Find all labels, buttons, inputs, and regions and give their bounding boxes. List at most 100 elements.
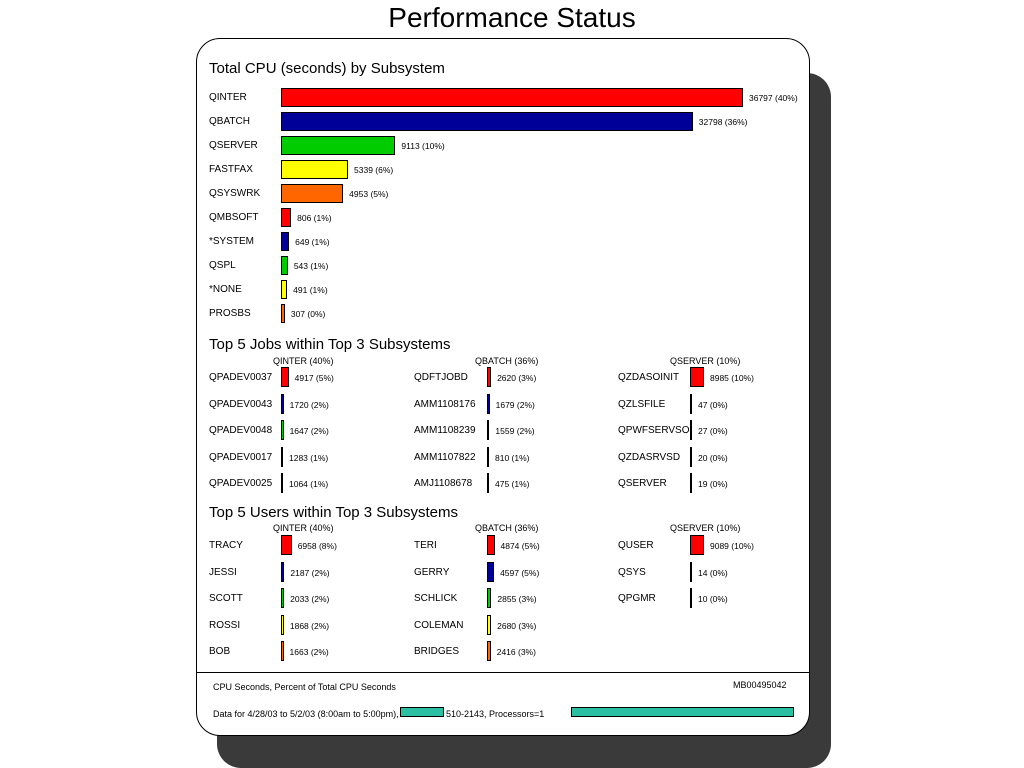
bar [487, 367, 492, 387]
footer-divider [196, 672, 809, 673]
data-label: 1720 (2%) [289, 399, 329, 410]
data-label: 475 (1%) [495, 479, 530, 489]
data-label: 810 (1%) [495, 452, 530, 463]
data-label: 19 (0%) [698, 479, 728, 489]
group-header: QSERVER (10%) [670, 356, 741, 366]
footer-note: CPU Seconds, Percent of Total CPU Second… [213, 682, 396, 692]
category-label: QZDASRVSD [618, 451, 681, 463]
redaction-block [571, 707, 794, 717]
bar [487, 561, 495, 582]
bar [281, 367, 289, 387]
data-label: 4953 (5%) [349, 189, 389, 199]
group-header: QBATCH (36%) [475, 356, 539, 366]
redaction-block [400, 707, 444, 717]
category-label: TRACY [209, 540, 243, 551]
data-label: 1559 (2%) [495, 426, 535, 436]
category-label: QINTER [209, 92, 247, 103]
bar [487, 420, 490, 440]
category-label: COLEMAN [414, 619, 464, 631]
bar [281, 535, 292, 555]
category-label: ROSSI [209, 619, 241, 631]
category-label: BOB [209, 646, 231, 657]
bar [690, 367, 704, 387]
bar [281, 641, 284, 661]
data-label: 1064 (1%) [289, 479, 329, 489]
category-label: QPGMR [618, 593, 656, 604]
bar [690, 588, 692, 608]
data-label: 1679 (2%) [495, 399, 535, 410]
bar [487, 393, 490, 414]
bar [690, 420, 692, 440]
category-label: BRIDGES [414, 646, 460, 657]
bar [281, 473, 283, 493]
data-label: 4597 (5%) [500, 567, 540, 578]
category-label: QPADEV0017 [209, 451, 273, 463]
data-label: 5339 (6%) [354, 165, 394, 175]
category-label: QZDASOINIT [618, 372, 680, 383]
data-label: 36797 (40%) [749, 93, 798, 103]
data-label: 4917 (5%) [294, 373, 334, 383]
category-label: QPWFSERVSO [618, 425, 690, 436]
bar [487, 641, 491, 661]
data-label: 1283 (1%) [289, 452, 329, 463]
footer-data-range: Data for 4/28/03 to 5/2/03 (8:00am to 5:… [213, 709, 399, 719]
group-header: QINTER (40%) [273, 356, 334, 366]
bar [281, 208, 292, 227]
category-label: *SYSTEM [209, 236, 255, 247]
bar [281, 256, 288, 275]
data-label: 2855 (3%) [497, 594, 537, 604]
category-label: AMM1108239 [414, 425, 476, 436]
category-label: TERI [414, 540, 437, 551]
data-label: 2187 (2%) [290, 567, 330, 578]
category-label: *NONE [209, 284, 242, 295]
bar [281, 304, 285, 323]
data-label: 1663 (2%) [289, 647, 329, 657]
chart-title: Top 5 Jobs within Top 3 Subsystems [209, 336, 451, 353]
category-label: QSERVER [209, 140, 258, 151]
bar [281, 160, 349, 179]
data-label: 6958 (8%) [297, 541, 337, 551]
bar [281, 614, 284, 635]
data-label: 543 (1%) [293, 261, 329, 271]
footer-id: MB00495042 [733, 680, 787, 690]
category-label: AMM1107822 [414, 451, 476, 463]
data-label: 32798 (36%) [698, 117, 748, 127]
category-label: QSERVER [618, 478, 667, 489]
data-label: 2033 (2%) [290, 594, 330, 604]
bar [690, 535, 704, 555]
bar [281, 232, 290, 251]
bar [281, 88, 743, 107]
group-header: QSERVER (10%) [670, 523, 741, 533]
data-label: 1647 (2%) [289, 426, 329, 436]
data-label: 27 (0%) [698, 426, 728, 436]
category-label: QZLSFILE [618, 398, 666, 410]
data-label: 20 (0%) [698, 452, 728, 463]
category-label: QPADEV0025 [209, 478, 273, 489]
data-label: 307 (0%) [290, 309, 326, 319]
category-label: QBATCH [209, 116, 250, 127]
data-label: 47 (0%) [698, 399, 728, 410]
category-label: QUSER [618, 540, 654, 551]
group-header: QINTER (40%) [273, 523, 334, 533]
category-label: JESSI [209, 566, 237, 578]
category-label: AMJ1108678 [414, 478, 473, 489]
category-label: QPADEV0048 [209, 425, 273, 436]
group-header: QBATCH (36%) [475, 523, 539, 533]
bar [281, 184, 344, 203]
bar [281, 420, 284, 440]
category-label: QSYS [618, 566, 646, 578]
category-label: PROSBS [209, 308, 251, 319]
bar [281, 588, 285, 608]
bar [487, 446, 489, 467]
category-label: SCHLICK [414, 593, 458, 604]
bar [487, 614, 492, 635]
data-label: 10 (0%) [698, 594, 728, 604]
category-label: QDFTJOBD [414, 372, 468, 383]
bar [690, 561, 692, 582]
chart-title: Top 5 Users within Top 3 Subsystems [209, 504, 459, 521]
category-label: QSYSWRK [209, 188, 261, 199]
data-label: 4874 (5%) [500, 541, 540, 551]
data-label: 9113 (10%) [401, 141, 445, 151]
data-label: 2416 (3%) [496, 647, 536, 657]
bar [281, 446, 283, 467]
